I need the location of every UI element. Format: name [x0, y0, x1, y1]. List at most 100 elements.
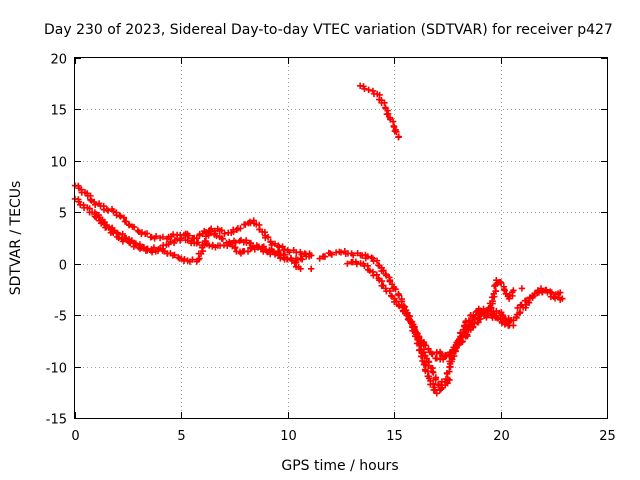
data-point — [143, 230, 151, 237]
data-point — [364, 253, 372, 260]
data-point — [551, 295, 559, 302]
data-point — [386, 276, 394, 284]
data-point — [459, 338, 466, 345]
data-point — [178, 235, 185, 242]
data-point — [201, 237, 209, 245]
data-point — [485, 304, 492, 312]
data-point — [140, 244, 148, 251]
plot-frame — [74, 57, 608, 419]
y-axis-title: SDTVAR / TECUs — [8, 181, 24, 296]
chart-title: Day 230 of 2023, Sidereal Day-to-day VTE… — [44, 22, 613, 38]
data-marks — [71, 82, 566, 397]
y-tick-label: 15 — [50, 104, 67, 119]
data-point — [510, 322, 517, 329]
data-point — [148, 249, 156, 256]
data-point — [92, 201, 99, 208]
data-point — [138, 229, 146, 236]
data-point — [429, 380, 437, 387]
data-point — [516, 308, 524, 316]
y-tick-label: 10 — [50, 156, 67, 171]
y-tick-label: 0 — [59, 259, 67, 274]
data-point — [337, 249, 345, 256]
data-point — [167, 238, 174, 245]
data-point — [430, 369, 437, 376]
data-point — [299, 256, 306, 263]
data-point — [368, 254, 375, 261]
data-point — [531, 290, 538, 297]
data-point — [369, 87, 377, 95]
x-tick-label: 25 — [599, 429, 616, 444]
data-point — [422, 361, 430, 369]
data-point — [448, 352, 455, 360]
data-point — [433, 390, 440, 397]
data-point — [236, 237, 243, 245]
data-point — [328, 251, 336, 258]
data-point — [432, 376, 439, 383]
data-point — [477, 315, 484, 323]
data-point — [219, 235, 226, 242]
data-point — [221, 230, 228, 237]
data-point — [475, 319, 482, 326]
x-tick-label: 20 — [493, 429, 510, 444]
data-point — [248, 245, 255, 252]
data-point — [433, 355, 440, 362]
data-point — [152, 232, 160, 240]
data-point — [381, 99, 388, 107]
data-point — [518, 301, 525, 309]
data-point — [251, 246, 258, 253]
data-point — [171, 251, 178, 259]
data-point — [454, 342, 462, 349]
data-point — [195, 256, 202, 263]
data-point — [429, 350, 436, 358]
x-tick-label: 0 — [71, 429, 79, 444]
data-point — [492, 287, 499, 295]
data-point — [412, 333, 420, 340]
axis-ticks: 0 5 10 15 20 25 -15 -10 -5 0 5 10 15 20 — [46, 53, 616, 445]
data-point — [194, 239, 202, 246]
data-point — [556, 289, 564, 296]
data-point — [130, 223, 138, 231]
data-point — [471, 320, 478, 327]
data-point — [443, 352, 450, 359]
data-point — [305, 253, 313, 260]
data-point — [385, 110, 392, 118]
data-point — [119, 230, 126, 238]
data-point — [393, 298, 400, 305]
data-point — [321, 253, 329, 260]
data-point — [350, 252, 357, 259]
data-point — [395, 134, 402, 141]
data-point — [213, 232, 220, 240]
data-point — [184, 236, 191, 244]
x-tick-label: 15 — [386, 429, 403, 444]
data-point — [237, 225, 244, 232]
data-point — [264, 234, 272, 241]
y-tick-label: -10 — [46, 362, 67, 377]
data-point — [386, 287, 393, 295]
data-point — [286, 248, 293, 256]
y-tick-label: 20 — [50, 53, 67, 68]
data-point — [244, 248, 252, 255]
data-point — [99, 216, 106, 223]
data-point — [134, 227, 142, 234]
data-point — [175, 254, 182, 261]
data-point — [393, 128, 400, 136]
data-point — [395, 292, 403, 299]
data-point — [411, 326, 419, 334]
data-point — [119, 238, 127, 245]
data-point — [392, 286, 399, 293]
data-point — [494, 314, 501, 322]
y-tick-label: -5 — [54, 310, 67, 325]
data-point — [373, 271, 380, 278]
data-point — [116, 212, 123, 219]
data-point — [559, 295, 566, 302]
data-point — [136, 245, 144, 252]
data-point — [87, 196, 94, 204]
y-tick-label: -15 — [46, 413, 67, 428]
data-point — [518, 285, 526, 292]
data-point — [308, 265, 315, 273]
data-point — [96, 217, 103, 224]
data-point — [510, 287, 517, 294]
data-point — [110, 208, 117, 215]
data-point — [117, 213, 124, 220]
data-point — [316, 255, 323, 262]
